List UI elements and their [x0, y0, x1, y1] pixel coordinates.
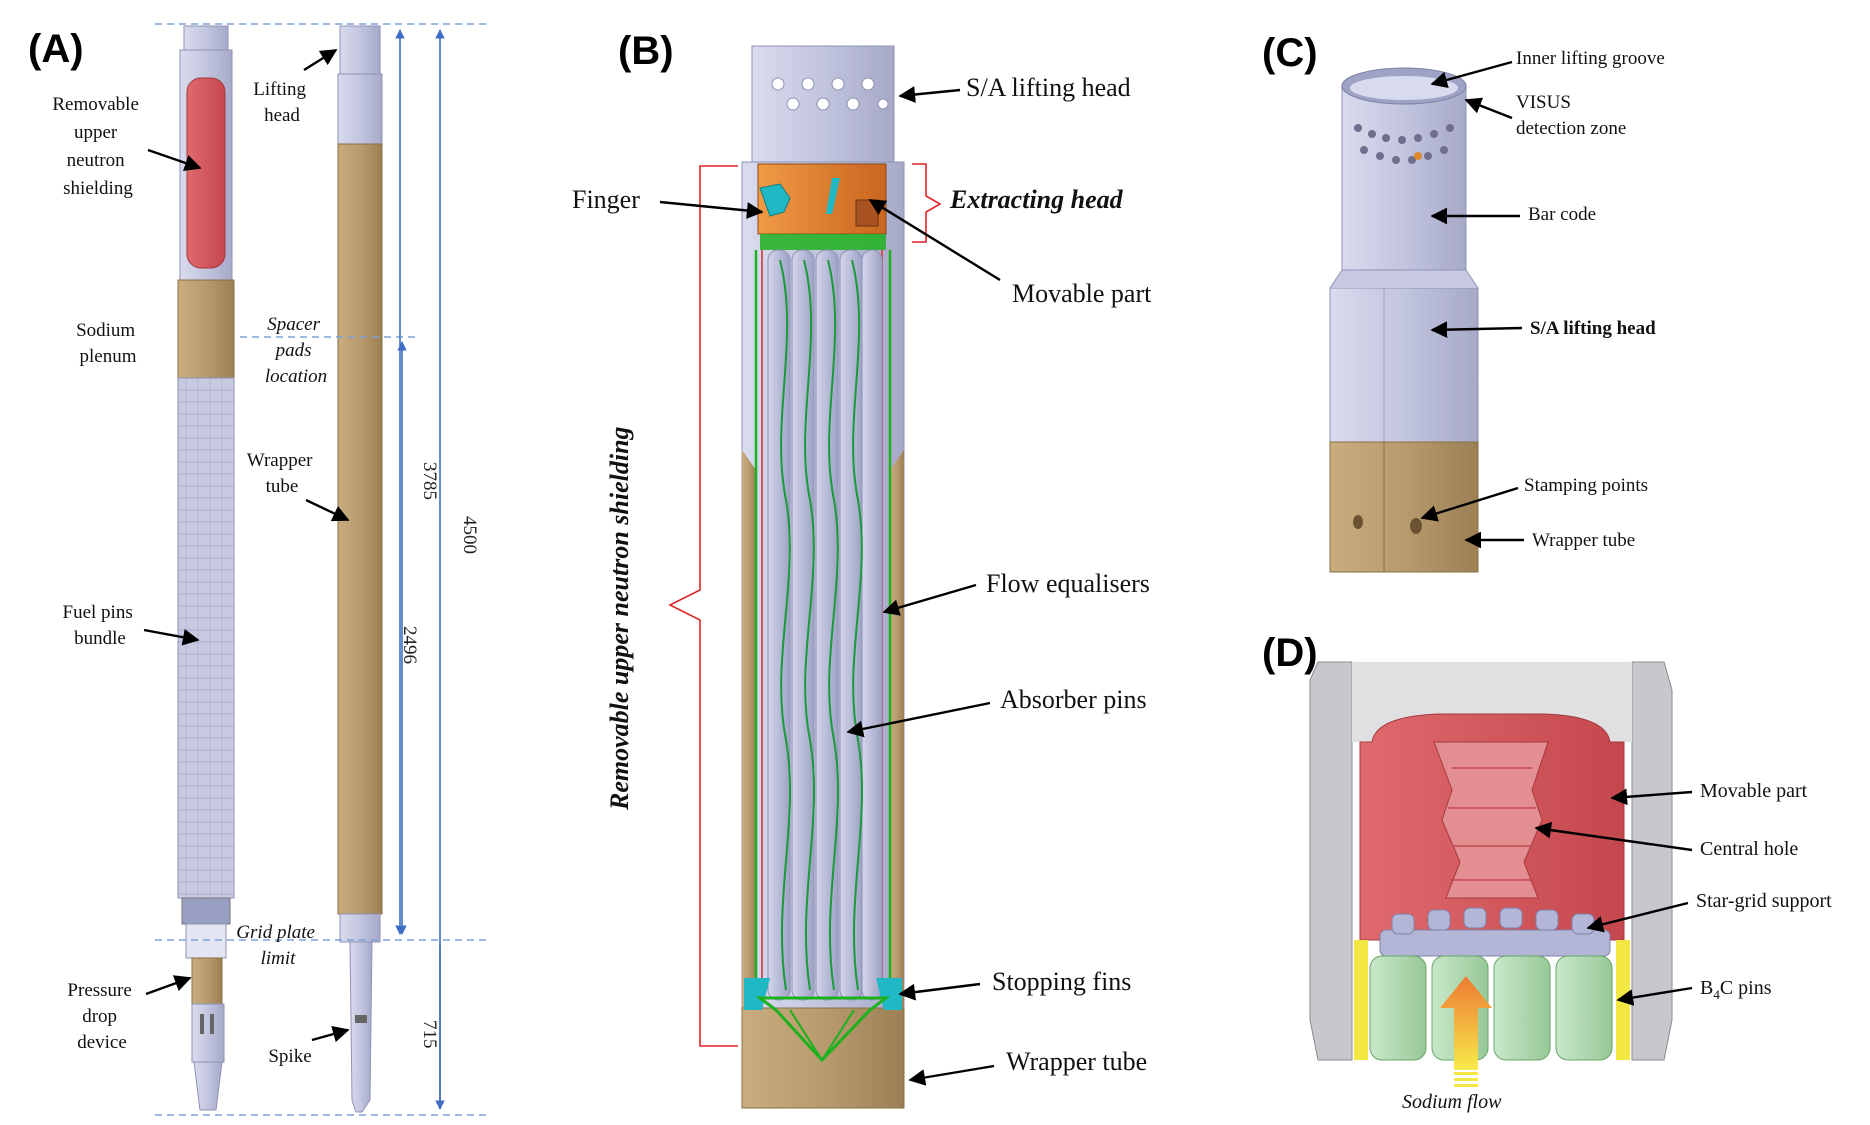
label-sa-lifting-head-c: S/A lifting head	[1530, 318, 1656, 339]
brace-extracting-head	[912, 163, 942, 243]
label-stamping: Stamping points	[1524, 475, 1648, 496]
label-wrapper-tube-c: Wrapper tube	[1532, 530, 1635, 551]
label-visus: VISUS detection zone	[1516, 92, 1626, 139]
label-stopping-fins: Stopping fins	[992, 967, 1131, 996]
label-spacer-pads: Spacer pads location	[265, 314, 327, 387]
label-extracting-head: Extracting head	[949, 185, 1124, 214]
label-movable-part-b: Movable part	[1012, 279, 1152, 308]
panel-c: (C) Inner lifting groove VISUS detection…	[1262, 31, 1665, 573]
panel-d-id: (D)	[1262, 631, 1318, 675]
panel-c-id: (C)	[1262, 31, 1318, 75]
brace-shielding	[668, 165, 738, 1047]
label-sa-lifting-head-b: S/A lifting head	[966, 73, 1131, 102]
label-b4c-pins: B4C pins	[1700, 977, 1772, 1002]
label-star-grid: Star-grid support	[1696, 890, 1832, 912]
label-wrapper-tube-a: Wrapper tube	[247, 450, 317, 497]
label-wrapper-tube-b: Wrapper tube	[1006, 1047, 1147, 1076]
upper-shielding-shape	[186, 77, 226, 269]
star-grid-shape	[1379, 907, 1611, 957]
housing-right	[1631, 661, 1673, 1061]
sodium-flow-arrow-icon	[1440, 976, 1492, 1070]
finger-shape	[759, 183, 791, 217]
wrapper-tube-c-shape	[1329, 441, 1479, 573]
lifting-head-c-shape	[1341, 83, 1467, 289]
label-absorber-pins: Absorber pins	[1000, 685, 1147, 714]
panel-b-id: (B)	[618, 29, 674, 73]
label-removable-shielding: Removable upper neutron shielding	[605, 426, 634, 811]
dim-715: 715	[419, 1020, 440, 1049]
panel-a-id: (A)	[28, 27, 84, 71]
sodium-plenum-shape	[177, 279, 235, 379]
dim-3785: 3785	[419, 462, 440, 500]
label-flow-equalisers: Flow equalisers	[986, 569, 1150, 598]
wrapper-tube-shape	[337, 143, 383, 915]
dim-2496: 2496	[399, 626, 420, 664]
label-fuel-pins: Fuel pins bundle	[63, 602, 138, 649]
central-hole-shape	[1433, 741, 1549, 899]
label-central-hole: Central hole	[1700, 838, 1798, 860]
dim-4500: 4500	[459, 516, 480, 554]
housing-left	[1309, 661, 1353, 1061]
label-lifting-head: Lifting head	[253, 79, 311, 126]
subassembly-external	[337, 25, 383, 1113]
label-movable-part-d: Movable part	[1700, 780, 1808, 802]
label-inner-groove: Inner lifting groove	[1516, 48, 1665, 69]
absorber-pins-shape	[767, 249, 883, 1001]
label-finger: Finger	[572, 185, 640, 214]
label-sodium-plenum: Sodium plenum	[76, 320, 140, 367]
panel-a: (A)	[28, 23, 490, 1116]
label-spike: Spike	[268, 1046, 311, 1067]
panel-d: (D) Sodium flow Mo	[1262, 631, 1832, 1113]
label-upper-shielding: Removable upper neutron shielding	[52, 94, 143, 199]
label-grid-plate: Grid plate limit	[236, 922, 319, 969]
panel-b: (B)	[572, 29, 1152, 1109]
subassembly-cutaway	[177, 25, 235, 1111]
pressure-drop-shape	[191, 957, 223, 1005]
label-sodium-flow: Sodium flow	[1402, 1091, 1502, 1113]
spike-shape	[349, 941, 373, 1113]
label-pressure-drop: Pressure drop device	[67, 980, 136, 1053]
label-bar-code: Bar code	[1528, 204, 1596, 225]
